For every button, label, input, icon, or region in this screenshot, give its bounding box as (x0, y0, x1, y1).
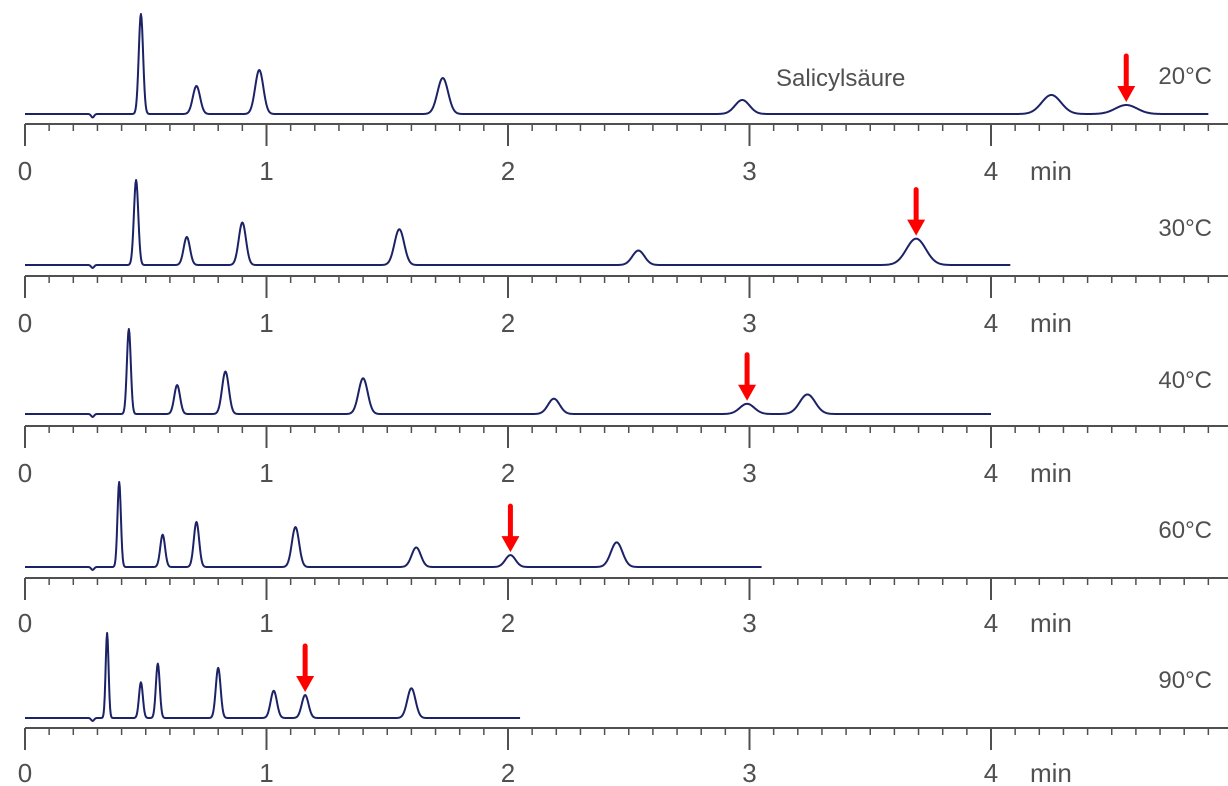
chromatogram-trace (24, 481, 762, 571)
x-tick-label: 4 (984, 458, 998, 488)
x-tick-label: 1 (259, 608, 273, 638)
x-tick-label: 3 (742, 608, 756, 638)
arrow-head (738, 384, 757, 401)
x-tick-label: 1 (259, 758, 273, 786)
chromatogram-trace (24, 179, 1011, 269)
temperature-label: 30°C (1158, 215, 1212, 242)
chromatogram-trace (24, 328, 992, 418)
arrow-head (1117, 86, 1136, 102)
x-tick-label: 2 (501, 608, 515, 638)
x-tick-label: 0 (18, 758, 32, 786)
x-unit-label: min (1030, 458, 1072, 488)
arrow-head (907, 219, 926, 236)
x-unit-label: min (1030, 156, 1072, 186)
x-unit-label: min (1030, 608, 1072, 638)
arrow-head (296, 676, 315, 693)
x-tick-label: 0 (18, 156, 32, 186)
chromatogram-trace (24, 13, 1209, 119)
temperature-label: 90°C (1158, 667, 1212, 694)
x-tick-label: 4 (984, 308, 998, 338)
x-tick-label: 2 (501, 758, 515, 786)
x-tick-label: 3 (742, 458, 756, 488)
x-tick-label: 0 (18, 308, 32, 338)
x-tick-label: 2 (501, 156, 515, 186)
x-unit-label: min (1030, 308, 1072, 338)
x-tick-label: 1 (259, 458, 273, 488)
x-tick-label: 2 (501, 308, 515, 338)
x-tick-label: 1 (259, 156, 273, 186)
compound-annotation: Salicylsäure (776, 65, 905, 92)
x-tick-label: 3 (742, 758, 756, 786)
temperature-label: 60°C (1158, 517, 1212, 544)
x-tick-label: 1 (259, 308, 273, 338)
x-tick-label: 4 (984, 758, 998, 786)
x-tick-label: 2 (501, 458, 515, 488)
chromatogram-trace (24, 632, 521, 722)
x-tick-label: 4 (984, 156, 998, 186)
x-tick-label: 3 (742, 156, 756, 186)
x-tick-label: 0 (18, 458, 32, 488)
x-unit-label: min (1030, 758, 1072, 786)
x-tick-label: 0 (18, 608, 32, 638)
temperature-label: 40°C (1158, 367, 1212, 394)
x-tick-label: 3 (742, 308, 756, 338)
arrow-head (501, 536, 520, 553)
x-tick-label: 4 (984, 608, 998, 638)
temperature-label: 20°C (1158, 63, 1212, 90)
